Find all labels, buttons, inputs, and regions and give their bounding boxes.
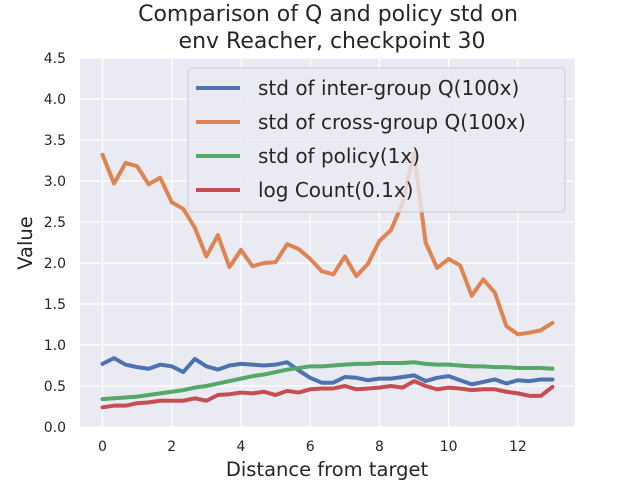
x-tick-label: 6	[306, 439, 315, 455]
chart-title-line-1: Comparison of Q and policy std on	[138, 2, 518, 27]
y-tick-labels: 0.0 0.5 1.0 1.5 2.0 2.5 3.0 3.5 4.0 4.5	[44, 51, 66, 436]
x-tick-label: 0	[98, 439, 107, 455]
x-tick-label: 8	[375, 439, 384, 455]
x-tick-label: 2	[167, 439, 176, 455]
y-tick-label: 1.0	[44, 338, 66, 354]
y-tick-label: 3.0	[44, 174, 66, 190]
x-tick-label: 4	[237, 439, 246, 455]
legend-label-cross-group-q: std of cross-group Q(100x)	[258, 110, 526, 134]
y-tick-label: 2.0	[44, 256, 66, 272]
chart-title-line-2: env Reacher, checkpoint 30	[179, 29, 486, 54]
y-tick-label: 0.0	[44, 420, 66, 436]
y-tick-label: 4.0	[44, 92, 66, 108]
legend-box	[187, 67, 566, 213]
y-tick-label: 1.5	[44, 297, 66, 313]
y-tick-label: 0.5	[44, 379, 66, 395]
x-tick-label: 10	[440, 439, 458, 455]
legend-label-policy-std: std of policy(1x)	[258, 144, 420, 168]
legend-label-inter-group-q: std of inter-group Q(100x)	[258, 76, 519, 100]
legend: std of inter-group Q(100x) std of cross-…	[187, 67, 566, 213]
x-tick-label: 12	[509, 439, 527, 455]
series-line-std-of-inter-group-q-100x	[100, 356, 555, 387]
x-tick-labels: 0 2 4 6 8 10 12	[98, 439, 527, 455]
series-line-log-count-0-1x	[100, 379, 555, 410]
y-tick-label: 2.5	[44, 215, 66, 231]
legend-label-log-count: log Count(0.1x)	[258, 178, 414, 202]
y-tick-label: 3.5	[44, 133, 66, 149]
series-line-std-of-cross-group-q-100x	[100, 151, 555, 337]
y-tick-label: 4.5	[44, 51, 66, 67]
series-layer	[100, 151, 555, 410]
x-axis-label: Distance from target	[226, 458, 429, 480]
y-axis-label: Value	[14, 216, 37, 270]
series-line-std-of-policy-1x	[100, 360, 555, 402]
